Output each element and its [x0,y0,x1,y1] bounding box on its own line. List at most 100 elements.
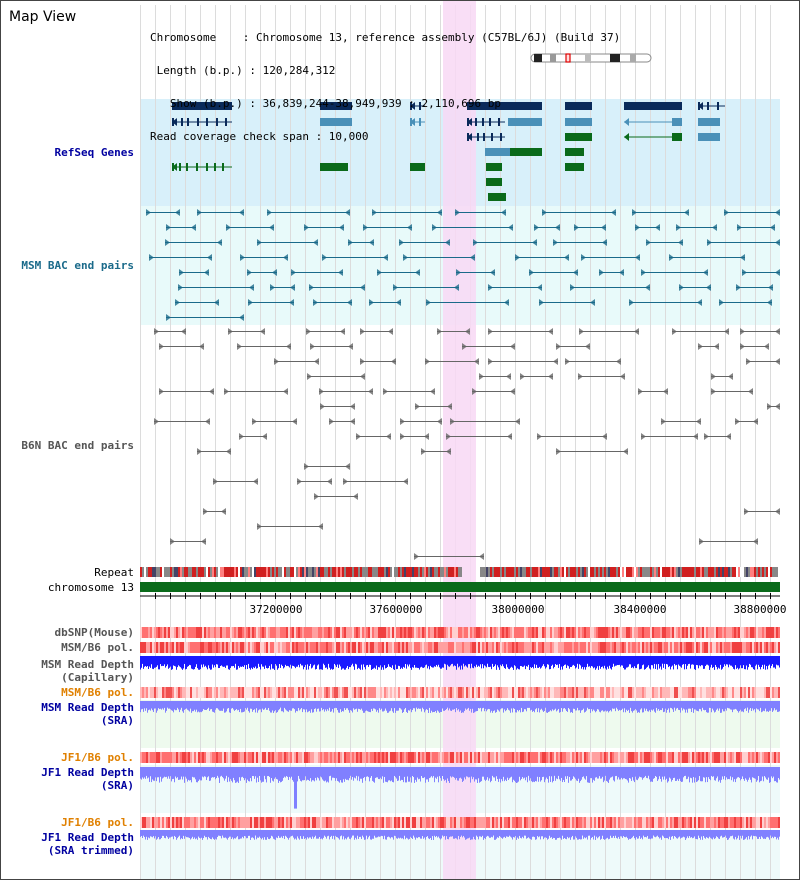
read-depth-bar [520,701,521,713]
repeat-segment [700,567,702,577]
read-depth-bar [676,701,677,709]
repeat-segment [742,567,744,577]
polymorphism-cell [318,687,320,698]
polymorphism-cell [458,642,460,653]
read-depth-bar [279,830,280,838]
read-depth-bar [601,701,602,711]
read-depth-bar [655,656,656,669]
read-depth-bar [144,767,145,778]
read-depth-bar [374,656,375,668]
polymorphism-cell [484,627,486,638]
polymorphism-cell [254,752,256,763]
read-depth-bar [619,656,620,665]
read-depth-bar [263,701,264,710]
repeat-segment [764,567,766,577]
read-depth-bar [191,656,192,669]
polymorphism-cell [730,627,732,638]
repeat-segment [280,567,282,577]
read-depth-bar [718,701,719,711]
read-depth-bar [502,830,503,839]
repeat-segment [646,567,648,577]
read-depth-bar [177,830,178,839]
polymorphism-cell [514,687,516,698]
read-depth-bar [433,701,434,712]
repeat-segment [180,567,182,577]
polymorphism-cell [344,642,346,653]
read-depth-bar [390,767,391,782]
read-depth-bar [278,701,279,711]
read-depth-bar [318,830,319,839]
bac-end-marker [319,388,324,395]
read-depth-bar [298,656,299,665]
repeat-segment [256,567,258,577]
read-depth-bar [439,767,440,777]
read-depth-bar [515,656,516,667]
bac-end-marker [360,284,365,291]
read-depth-bar [521,767,522,779]
polymorphism-cell [314,752,316,763]
read-depth-bar [237,656,238,670]
repeat-segment [608,567,610,577]
bac-end-marker [678,239,683,246]
polymorphism-cell [198,817,200,828]
polymorphism-cell [300,687,302,698]
refseq-gene [467,133,505,141]
read-depth-bar [483,767,484,777]
polymorphism-cell [362,687,364,698]
repeat-segment [634,567,636,577]
polymorphism-cell [406,752,408,763]
bac-end-marker [454,284,459,291]
read-depth-bar [500,830,501,837]
bac-end-marker [629,299,634,306]
read-depth-bar [545,656,546,669]
read-depth-bar [350,701,351,711]
read-depth-bar [187,701,188,710]
read-depth-bar [194,656,195,670]
read-depth-bar [216,767,217,779]
polymorphism-cell [468,627,470,638]
polymorphism-cell [698,642,700,653]
polymorphism-cell [418,687,420,698]
read-depth-bar [774,767,775,782]
polymorphism-cell [588,752,590,763]
polymorphism-cell [712,687,714,698]
polymorphism-cell [634,627,636,638]
polymorphism-cell [272,642,274,653]
polymorphism-cell [702,817,704,828]
polymorphism-cell [382,817,384,828]
read-depth-bar [368,830,369,838]
read-depth-bar [407,701,408,713]
polymorphism-cell [768,687,770,698]
polymorphism-cell [482,627,484,638]
polymorphism-cell [646,817,648,828]
polymorphism-cell [322,687,324,698]
read-depth-bar [714,767,715,781]
polymorphism-cell [450,687,452,698]
bac-end-marker [735,418,740,425]
repeat-segment [252,567,254,577]
polymorphism-cell [748,642,750,653]
polymorphism-cell [616,752,618,763]
read-depth-bar [249,767,250,782]
polymorphism-cell [224,752,226,763]
read-depth-bar [744,656,745,670]
polymorphism-cell [496,687,498,698]
polymorphism-cell [252,817,254,828]
read-depth-bar [264,767,265,776]
read-depth-bar [526,767,527,778]
read-depth-bar [288,701,289,712]
read-depth-bar [312,767,313,781]
read-depth-bar [142,767,143,778]
read-depth-bar [596,830,597,837]
polymorphism-cell [236,627,238,638]
read-depth-bar [508,656,509,669]
read-depth-bar [482,767,483,777]
read-depth-bar [267,830,268,838]
polymorphism-cell [594,642,596,653]
read-depth-bar [309,656,310,666]
polymorphism-cell [332,817,334,828]
polymorphism-cell [202,752,204,763]
bac-end-marker [661,418,666,425]
polymorphism-cell [184,752,186,763]
